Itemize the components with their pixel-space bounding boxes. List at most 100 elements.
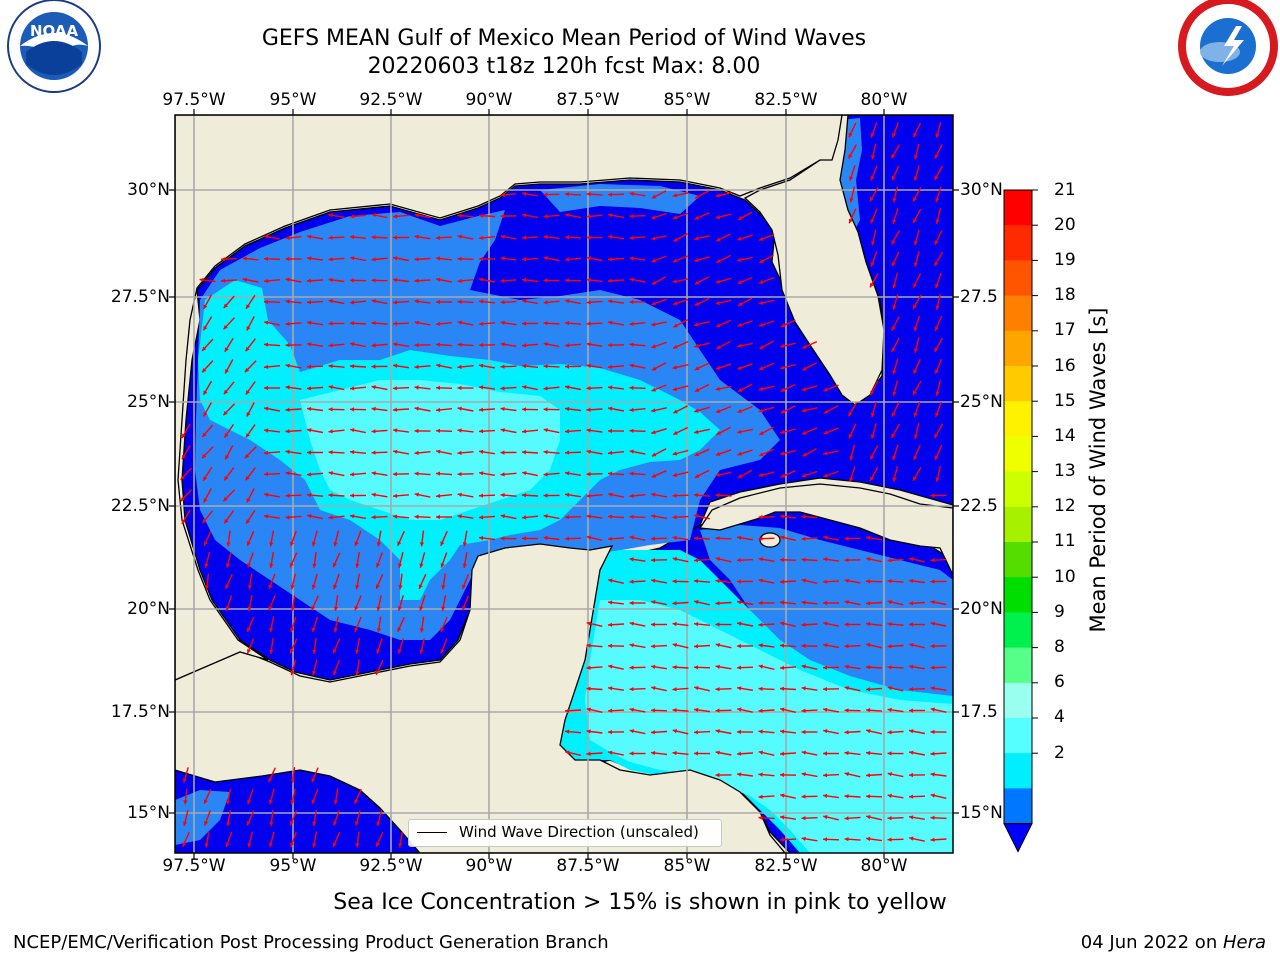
wind-wave-arrowhead bbox=[264, 385, 268, 391]
wind-wave-arrowhead bbox=[328, 343, 333, 348]
map-frame bbox=[174, 114, 954, 854]
wind-wave-arrowhead bbox=[328, 213, 333, 218]
wind-wave-arrowhead bbox=[780, 409, 786, 414]
colorbar-segment bbox=[1004, 366, 1032, 402]
wind-wave-arrowhead bbox=[934, 455, 939, 460]
wind-wave-arrowhead bbox=[935, 197, 940, 203]
wind-wave-arrowhead bbox=[522, 407, 526, 412]
wind-wave-arrowhead bbox=[245, 433, 250, 438]
wind-wave-arrowhead bbox=[182, 842, 187, 847]
wind-wave-arrowhead bbox=[307, 386, 312, 391]
wind-wave-arrowhead bbox=[672, 687, 677, 692]
wind-wave-arrowhead bbox=[376, 821, 381, 826]
wind-wave-arrowhead bbox=[801, 708, 806, 713]
wind-wave-arrowhead bbox=[844, 664, 849, 669]
wind-wave-arrowhead bbox=[629, 235, 634, 240]
wind-wave-arrowhead bbox=[269, 628, 274, 633]
wind-wave-arrowhead bbox=[801, 387, 807, 392]
wind-wave-arrowhead bbox=[565, 213, 570, 218]
wind-wave-arrowhead bbox=[608, 278, 613, 283]
wind-wave-arrowhead bbox=[935, 133, 940, 138]
wind-wave-arrowhead bbox=[716, 409, 721, 413]
wind-wave-arrowhead bbox=[244, 367, 250, 373]
wind-wave-arrowhead bbox=[651, 473, 657, 478]
wind-wave-arrowhead bbox=[823, 729, 828, 734]
wind-wave-arrowhead bbox=[672, 643, 677, 648]
wind-wave-arrowhead bbox=[780, 621, 785, 626]
wind-wave-arrowhead bbox=[608, 213, 613, 218]
wind-wave-arrowhead bbox=[652, 366, 657, 371]
wind-wave-arrowhead bbox=[371, 257, 376, 262]
wind-wave-arrowhead bbox=[913, 390, 917, 395]
wind-wave-arrowhead bbox=[673, 237, 678, 242]
wind-wave-arrowhead bbox=[629, 493, 634, 498]
wind-wave-arrowhead bbox=[354, 799, 359, 804]
wind-wave-arrowhead bbox=[866, 836, 871, 842]
wind-wave-arrowhead bbox=[892, 477, 897, 482]
wind-wave-arrowhead bbox=[500, 300, 505, 305]
wind-wave-arrowhead bbox=[651, 578, 656, 583]
wind-wave-arrowhead bbox=[328, 407, 333, 412]
credit-text: NCEP/EMC/Verification Post Processing Pr… bbox=[13, 932, 609, 953]
wind-wave-arrowhead bbox=[289, 648, 294, 654]
wind-wave-arrowhead bbox=[180, 475, 185, 480]
wind-wave-arrowhead bbox=[891, 261, 896, 267]
wind-wave-arrowhead bbox=[350, 214, 355, 219]
wind-wave-arrowhead bbox=[203, 541, 208, 546]
wind-wave-arrowhead bbox=[672, 215, 678, 220]
wind-wave-arrowhead bbox=[844, 622, 849, 627]
wind-wave-arrowhead bbox=[565, 471, 570, 476]
wind-wave-arrowhead bbox=[758, 557, 763, 562]
wind-wave-arrowhead bbox=[715, 772, 720, 778]
wind-wave-arrowhead bbox=[355, 649, 360, 654]
lon-label-top: 90°W bbox=[465, 90, 513, 110]
wind-wave-arrowhead bbox=[376, 606, 381, 611]
wind-wave-arrowhead bbox=[225, 369, 229, 374]
wind-wave-arrowhead bbox=[245, 346, 250, 352]
wind-wave-arrowhead bbox=[758, 729, 763, 734]
wind-wave-arrowhead bbox=[870, 390, 875, 396]
wind-wave-arrowhead bbox=[375, 584, 380, 589]
wind-wave-arrowhead bbox=[737, 665, 741, 670]
chart-subtitle-forecast: 20220603 t18z 120h fcst Max: 8.00 bbox=[367, 54, 761, 79]
wind-wave-arrowhead bbox=[500, 364, 505, 369]
wind-wave-arrowhead bbox=[672, 387, 678, 392]
lat-label-right: 22.5 bbox=[960, 496, 998, 516]
wind-wave-arrowhead bbox=[913, 304, 917, 309]
wind-wave-arrowhead bbox=[758, 300, 763, 305]
wind-wave-arrowhead bbox=[264, 320, 269, 325]
wind-wave-arrowhead bbox=[715, 300, 720, 305]
wind-wave-arrowhead bbox=[522, 235, 527, 240]
wind-wave-arrowhead bbox=[801, 664, 806, 669]
wind-wave-arrowhead bbox=[312, 670, 317, 676]
wind-wave-arrowhead bbox=[479, 299, 484, 304]
wind-wave-arrowhead bbox=[737, 600, 742, 605]
wind-wave-arrowhead bbox=[694, 301, 700, 306]
wind-wave-arrowhead bbox=[651, 750, 656, 756]
wind-wave-arrowhead bbox=[328, 429, 333, 434]
wind-wave-arrowhead bbox=[823, 451, 828, 456]
wind-wave-arrowhead bbox=[457, 278, 462, 284]
wind-wave-arrowhead bbox=[328, 515, 333, 520]
wind-wave-arrowhead bbox=[441, 585, 446, 590]
wind-wave-arrowhead bbox=[866, 750, 871, 756]
wind-wave-arrowhead bbox=[930, 579, 935, 584]
wind-wave-arrowhead bbox=[737, 322, 742, 327]
wind-wave-arrowhead bbox=[350, 386, 355, 391]
wind-wave-arrowhead bbox=[203, 325, 208, 331]
wind-wave-arrowhead bbox=[414, 213, 419, 218]
wind-wave-arrowhead bbox=[759, 345, 764, 349]
wind-wave-arrowhead bbox=[436, 342, 441, 347]
wind-wave-arrowhead bbox=[246, 498, 251, 503]
wind-wave-arrowhead bbox=[651, 686, 656, 691]
wind-wave-arrowhead bbox=[246, 820, 251, 826]
wind-wave-arrowhead bbox=[694, 215, 700, 220]
wind-wave-arrowhead bbox=[909, 772, 913, 778]
wind-wave-arrowhead bbox=[844, 837, 849, 842]
wind-wave-arrowhead bbox=[759, 452, 764, 457]
wind-wave-arrowhead bbox=[307, 450, 311, 455]
wind-wave-arrowhead bbox=[934, 347, 939, 352]
wind-wave-arrowhead bbox=[586, 428, 591, 433]
wind-wave-arrowhead bbox=[802, 366, 807, 371]
wind-wave-arrowhead bbox=[694, 343, 699, 349]
